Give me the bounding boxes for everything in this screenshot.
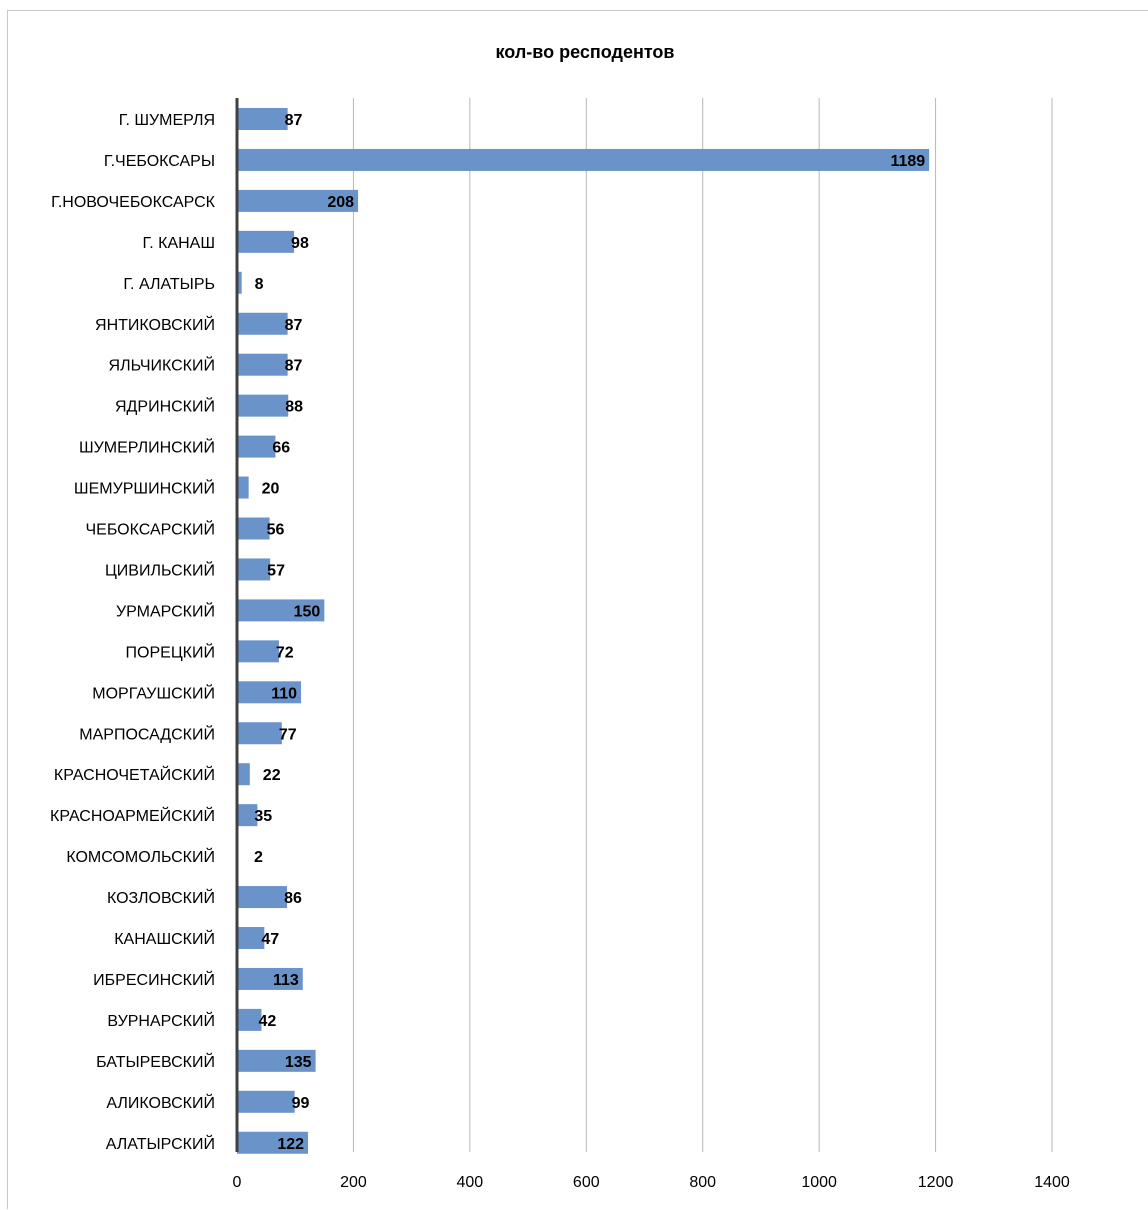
data-label: 42 (258, 1013, 276, 1030)
data-label: 20 (262, 481, 280, 498)
category-label: МОРГАУШСКИЙ (92, 683, 215, 702)
data-label: 122 (277, 1136, 304, 1153)
category-label: ИБРЕСИНСКИЙ (93, 970, 215, 989)
bar (237, 886, 288, 909)
data-label: 135 (285, 1054, 312, 1071)
category-label: ЯДРИНСКИЙ (115, 397, 215, 416)
category-label: УРМАРСКИЙ (116, 601, 215, 620)
x-tick-label: 800 (689, 1174, 716, 1191)
category-label: МАРПОСАДСКИЙ (79, 724, 215, 743)
x-tick-label: 1000 (801, 1174, 837, 1191)
category-label: ШУМЕРЛИНСКИЙ (79, 438, 215, 457)
bar (237, 148, 930, 171)
x-tick-label: 0 (233, 1174, 242, 1191)
bar (237, 722, 282, 745)
labels: 0 200 400 600 800 1000 1200 1400 Г. ШУМЕРЛЯ 87 Г.Ч… (50, 112, 1070, 1191)
category-label: КРАСНОЧЕТАЙСКИЙ (54, 765, 215, 784)
x-tick-label: 600 (573, 1174, 600, 1191)
category-label: КРАСНОАРМЕЙСКИЙ (50, 806, 215, 825)
data-label: 87 (285, 317, 303, 334)
data-label: 56 (267, 522, 285, 539)
data-label: 47 (261, 931, 279, 948)
category-label: ЧЕБОКСАРСКИЙ (86, 520, 215, 539)
chart-frame: кол-во респодентов 0 200 400 600 800 1000 1200… (7, 10, 1148, 1209)
x-tick-label: 1200 (918, 1174, 954, 1191)
category-label: ВУРНАРСКИЙ (107, 1011, 215, 1030)
data-label: 99 (292, 1095, 310, 1112)
bar (237, 763, 250, 786)
bar (237, 353, 288, 376)
bar (237, 476, 249, 499)
data-label: 77 (279, 726, 297, 743)
category-label: Г. АЛАТЫРЬ (123, 276, 215, 293)
data-label: 87 (285, 358, 303, 375)
data-label: 72 (276, 644, 294, 661)
data-label: 66 (272, 440, 290, 457)
category-label: Г. КАНАШ (143, 235, 215, 252)
category-label: АЛАТЫРСКИЙ (106, 1134, 215, 1153)
bar (237, 1131, 309, 1154)
bar (237, 558, 271, 581)
data-label: 87 (285, 112, 303, 129)
data-label: 22 (263, 767, 281, 784)
category-label: ШЕМУРШИНСКИЙ (74, 479, 215, 498)
bar (237, 967, 303, 990)
data-label: 2 (254, 849, 263, 866)
bar (237, 230, 295, 253)
x-tick-label: 400 (457, 1174, 484, 1191)
x-tick-label: 1400 (1034, 1174, 1070, 1191)
bar (237, 435, 276, 458)
bar (237, 927, 265, 949)
data-label: 150 (294, 603, 321, 620)
category-label: ЦИВИЛЬСКИЙ (105, 560, 215, 579)
data-label: 57 (267, 562, 285, 579)
bar-chart: кол-во респодентов 0 200 400 600 800 1000 1200… (50, 42, 1070, 1191)
gridlines (352, 98, 1053, 1152)
data-label: 113 (273, 972, 299, 989)
category-label: Г.ЧЕБОКСАРЫ (104, 153, 215, 170)
bar (237, 1049, 316, 1072)
data-label: 88 (285, 399, 303, 416)
data-label: 8 (255, 276, 264, 293)
bar (237, 394, 289, 417)
category-label: БАТЫРЕВСКИЙ (96, 1052, 215, 1071)
bar (237, 108, 288, 130)
bar (237, 681, 302, 704)
category-label: Г.НОВОЧЕБОКСАРСК (51, 194, 216, 211)
bar (237, 1090, 295, 1113)
chart-title: кол-во респодентов (496, 42, 675, 62)
data-label: 98 (291, 235, 309, 252)
category-label: ЯЛЬЧИКСКИЙ (109, 356, 215, 375)
data-label: 208 (327, 194, 354, 211)
category-label: КАНАШСКИЙ (114, 929, 215, 948)
bar (237, 271, 242, 294)
data-label: 110 (271, 685, 297, 702)
bar (237, 517, 270, 540)
bars (237, 108, 930, 1154)
category-label: КОЗЛОВСКИЙ (107, 888, 215, 907)
data-label: 35 (254, 808, 272, 825)
category-label: КОМСОМОЛЬСКИЙ (66, 847, 215, 866)
bar (237, 1008, 262, 1031)
bar (237, 640, 279, 663)
bar (237, 189, 359, 212)
category-label: АЛИКОВСКИЙ (106, 1093, 215, 1112)
bar (237, 804, 258, 827)
category-label: ЯНТИКОВСКИЙ (95, 315, 215, 334)
category-label: Г. ШУМЕРЛЯ (119, 112, 215, 129)
data-label: 86 (284, 890, 302, 907)
bar (237, 312, 288, 335)
category-label: ПОРЕЦКИЙ (126, 642, 215, 661)
data-label: 1189 (890, 153, 925, 170)
bar (237, 599, 325, 622)
x-tick-label: 200 (340, 1174, 367, 1191)
